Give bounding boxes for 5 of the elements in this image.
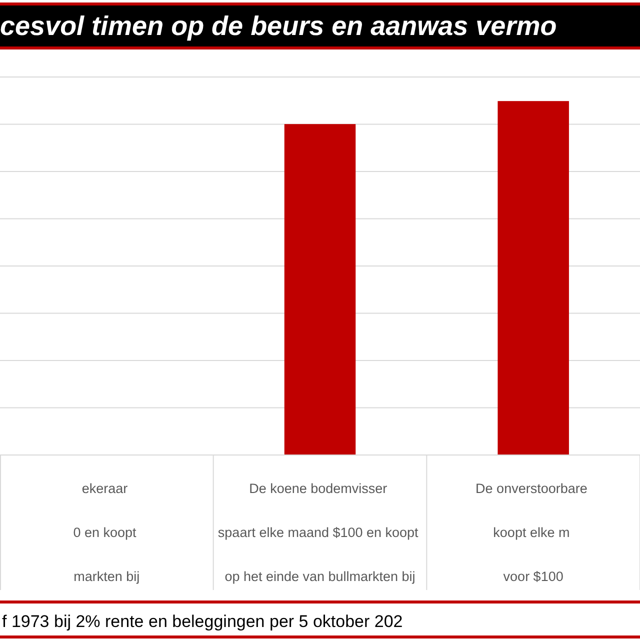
text: ekeraar 0 en koopt markten bij: [73, 481, 140, 584]
category-label: De onverstoorbare koopt elke m voor $100: [476, 481, 588, 584]
chart-title: cesvol timen op de beurs en aanwas vermo: [0, 11, 557, 41]
text: f 1973 bij 2% rente en beleggingen per 5 oktober 202: [2, 612, 403, 631]
category-label: De koene bodemvisser spaart elke maand $100 en koopt op het einde van bullmarkten bij: [218, 481, 418, 584]
